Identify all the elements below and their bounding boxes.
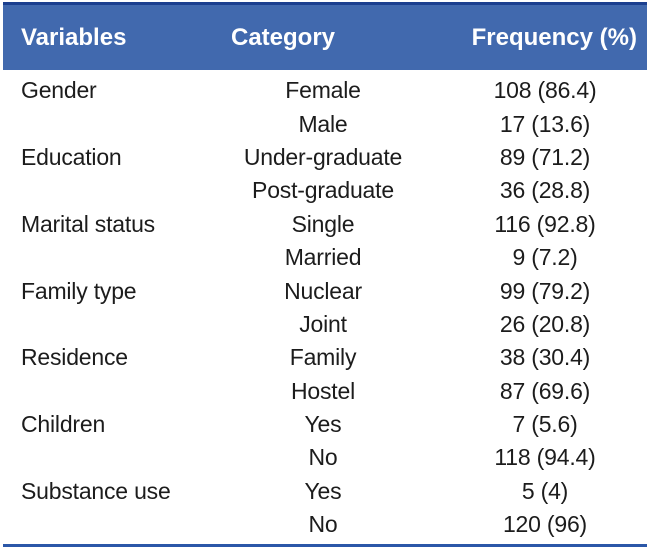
cell-category: No: [308, 511, 338, 538]
cell-variable: Family type: [21, 277, 137, 304]
table-row: Male 17 (13.6): [3, 107, 647, 140]
cell-frequency: 120 (96): [502, 511, 588, 538]
cell-category: Nuclear: [284, 277, 362, 304]
cell-frequency: 116 (92.8): [494, 210, 596, 237]
cell-frequency: 38 (30.4): [499, 344, 591, 371]
cell-category: Yes: [304, 477, 342, 504]
table-row: Children Yes 7 (5.6): [3, 408, 647, 441]
cell-frequency: 5 (4): [521, 477, 569, 504]
cell-variable: Residence: [21, 344, 128, 371]
table-row: Post-graduate 36 (28.8): [3, 174, 647, 207]
cell-category: Single: [291, 210, 355, 237]
table-row: Gender Female 108 (86.4): [3, 74, 647, 107]
table-row: Family type Nuclear 99 (79.2): [3, 274, 647, 307]
table-row: Marital status Single 116 (92.8): [3, 208, 647, 241]
cell-category: No: [308, 444, 338, 471]
cell-frequency: 99 (79.2): [499, 277, 591, 304]
demographics-table: Variables Category Frequency (%) Gender …: [3, 2, 647, 547]
table-row: Substance use Yes 5 (4): [3, 475, 647, 508]
cell-frequency: 7 (5.6): [512, 411, 578, 438]
cell-category: Yes: [304, 411, 342, 438]
cell-frequency: 26 (20.8): [499, 310, 591, 337]
cell-variable: Substance use: [21, 477, 171, 504]
table-header-row: Variables Category Frequency (%): [3, 2, 647, 70]
table-row: Residence Family 38 (30.4): [3, 341, 647, 374]
cell-category: Post-graduate: [252, 177, 394, 204]
table-row: Joint 26 (20.8): [3, 308, 647, 341]
cell-variable: Marital status: [21, 210, 155, 237]
column-header-variables: Variables: [21, 23, 127, 51]
cell-variable: Education: [21, 143, 122, 170]
cell-category: Male: [298, 110, 348, 137]
cell-frequency: 118 (94.4): [494, 444, 596, 471]
table-row: Education Under-graduate 89 (71.2): [3, 141, 647, 174]
cell-category: Married: [284, 244, 362, 271]
table-row: No 120 (96): [3, 508, 647, 541]
cell-variable: Gender: [21, 77, 97, 104]
cell-category: Joint: [299, 310, 347, 337]
cell-category: Hostel: [291, 377, 355, 404]
cell-frequency: 108 (86.4): [493, 77, 597, 104]
cell-frequency: 87 (69.6): [499, 377, 591, 404]
cell-category: Female: [285, 77, 361, 104]
cell-variable: Children: [21, 411, 106, 438]
cell-frequency: 17 (13.6): [499, 110, 591, 137]
cell-category: Family: [289, 344, 357, 371]
column-header-frequency: Frequency (%): [471, 23, 637, 51]
table-row: Married 9 (7.2): [3, 241, 647, 274]
cell-category: Under-graduate: [243, 143, 403, 170]
cell-frequency: 89 (71.2): [499, 143, 591, 170]
cell-frequency: 36 (28.8): [499, 177, 591, 204]
cell-frequency: 9 (7.2): [512, 244, 578, 271]
column-header-category: Category: [230, 23, 336, 51]
table-body: Gender Female 108 (86.4) Male 17 (13.6) …: [3, 70, 647, 547]
table-row: Hostel 87 (69.6): [3, 375, 647, 408]
table-row: No 118 (94.4): [3, 441, 647, 474]
